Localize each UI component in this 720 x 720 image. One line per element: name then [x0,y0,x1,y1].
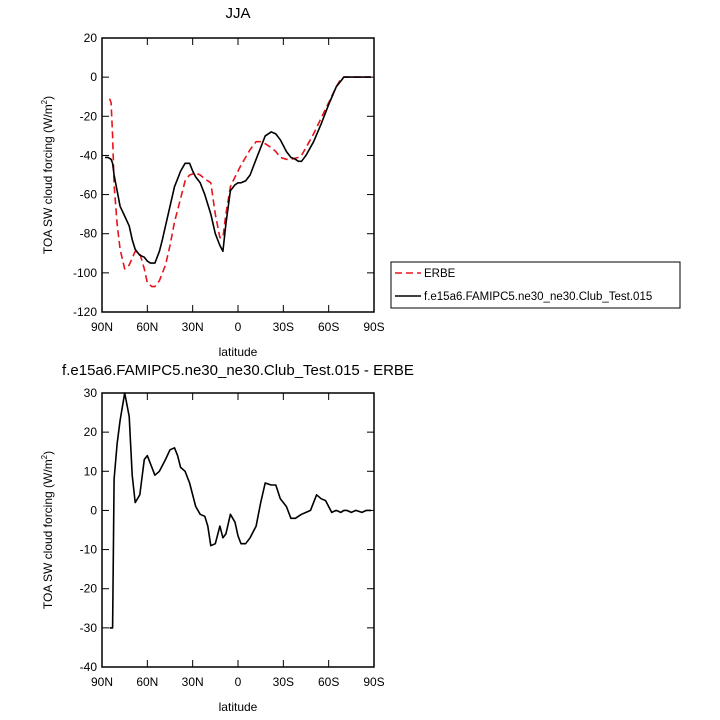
top-series-line-erbe [108,76,371,288]
bottom-ytick-label-6: -30 [80,621,98,635]
bottom-ytick-label-3: 0 [90,503,97,517]
bottom-xtick-label-5: 60S [318,675,339,689]
top-ytick-label-0: 20 [84,31,98,45]
top-plot: JJA 20 0 -20 -40 -60 -80 -100 -120 90N 60N 30N 0 30… [40,5,385,359]
top-ytick-label-7: -120 [73,305,97,319]
top-xtick-label-0: 90N [91,320,113,334]
bottom-y-axis-label: TOA SW cloud forcing (W/m2) [40,451,55,609]
bottom-y-axis: 30 20 10 0 -10 -20 -30 -40 [80,386,374,674]
bottom-plot-title: f.e15a6.FAMIPC5.ne30_ne30.Club_Test.015 … [62,362,414,379]
top-series-line-f-e15a6-famipc5-ne30-ne30-club-test-015 [105,76,371,264]
bottom-xtick-label-2: 30N [182,675,204,689]
top-xtick-label-6: 90S [363,320,384,334]
legend: ERBE f.e15a6.FAMIPC5.ne30_ne30.Club_Test… [390,261,681,309]
bottom-ytick-label-4: -10 [80,543,98,557]
bottom-xtick-label-1: 60N [136,675,158,689]
top-xtick-label-1: 60N [136,320,158,334]
top-ytick-label-1: 0 [90,70,97,84]
top-xtick-label-3: 0 [235,320,242,334]
bottom-series-line-0 [109,392,371,629]
top-plot-frame [101,37,375,313]
top-ytick-label-4: -60 [80,188,98,202]
top-x-axis-label: latitude [219,345,258,359]
top-ytick-label-5: -80 [80,227,98,241]
top-ytick-label-2: -20 [80,109,98,123]
bottom-xtick-label-0: 90N [91,675,113,689]
top-ytick-label-6: -100 [73,266,97,280]
top-ytick-label-3: -40 [80,148,98,162]
top-y-axis-label: TOA SW cloud forcing (W/m2) [40,96,55,254]
top-x-axis: 90N 60N 30N 0 30S 60S 90S [91,38,385,334]
top-xtick-label-2: 30N [182,320,204,334]
legend-box [390,261,681,309]
bottom-xtick-label-3: 0 [235,675,242,689]
bottom-plot: f.e15a6.FAMIPC5.ne30_ne30.Club_Test.015 … [40,362,414,714]
bottom-xtick-label-6: 90S [363,675,384,689]
bottom-plot-frame [101,392,375,668]
bottom-xtick-label-4: 30S [273,675,294,689]
bottom-ytick-label-0: 30 [84,386,98,400]
bottom-ytick-label-7: -40 [80,660,98,674]
top-xtick-label-5: 60S [318,320,339,334]
top-xtick-label-4: 30S [273,320,294,334]
legend-label-erbe: ERBE [424,268,456,280]
top-y-axis: 20 0 -20 -40 -60 -80 -100 -120 [73,31,374,319]
legend-label-model: f.e15a6.FAMIPC5.ne30_ne30.Club_Test.015 [424,291,652,303]
bottom-x-axis: 90N 60N 30N 0 30S 60S 90S [91,393,385,689]
bottom-ytick-label-5: -20 [80,582,98,596]
bottom-ytick-label-2: 10 [84,464,98,478]
top-plot-title: JJA [225,5,250,22]
top-series-layer [105,76,371,288]
bottom-series-layer [109,392,371,629]
bottom-x-axis-label: latitude [219,700,258,714]
bottom-ytick-label-1: 20 [84,425,98,439]
